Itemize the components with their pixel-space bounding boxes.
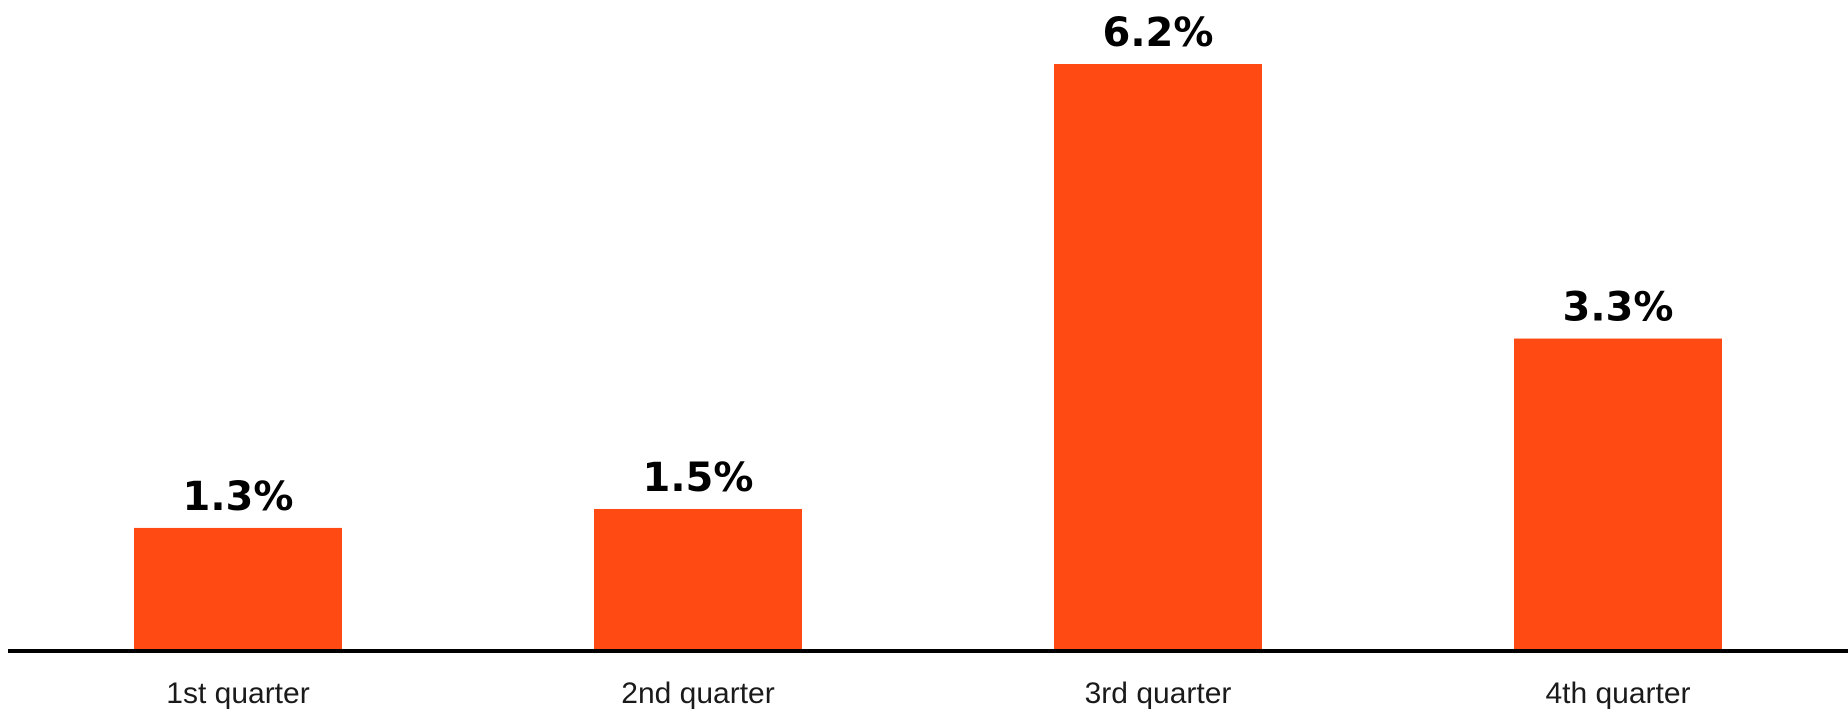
bar-1 (134, 527, 342, 651)
x-tick-label-4: 4th quarter (1545, 677, 1690, 710)
x-tick-label-3: 3rd quarter (1085, 677, 1232, 710)
bar-2 (594, 508, 802, 651)
x-tick-label-1: 1st quarter (166, 677, 309, 710)
bar-value-label-1: 1.3% (183, 474, 294, 520)
bar-4 (1514, 338, 1722, 651)
value-labels-layer: 1.3% 1.5% 6.2% 3.3% (183, 10, 1674, 520)
bar-value-label-2: 1.5% (643, 455, 754, 501)
bar-3 (1054, 64, 1262, 651)
x-tick-labels: 1st quarter 2nd quarter 3rd quarter 4th qua… (166, 677, 1690, 710)
bar-value-label-3: 6.2% (1103, 10, 1214, 56)
bar-value-label-4: 3.3% (1563, 285, 1674, 331)
bars-layer (134, 64, 1722, 651)
x-tick-label-2: 2nd quarter (621, 677, 774, 710)
